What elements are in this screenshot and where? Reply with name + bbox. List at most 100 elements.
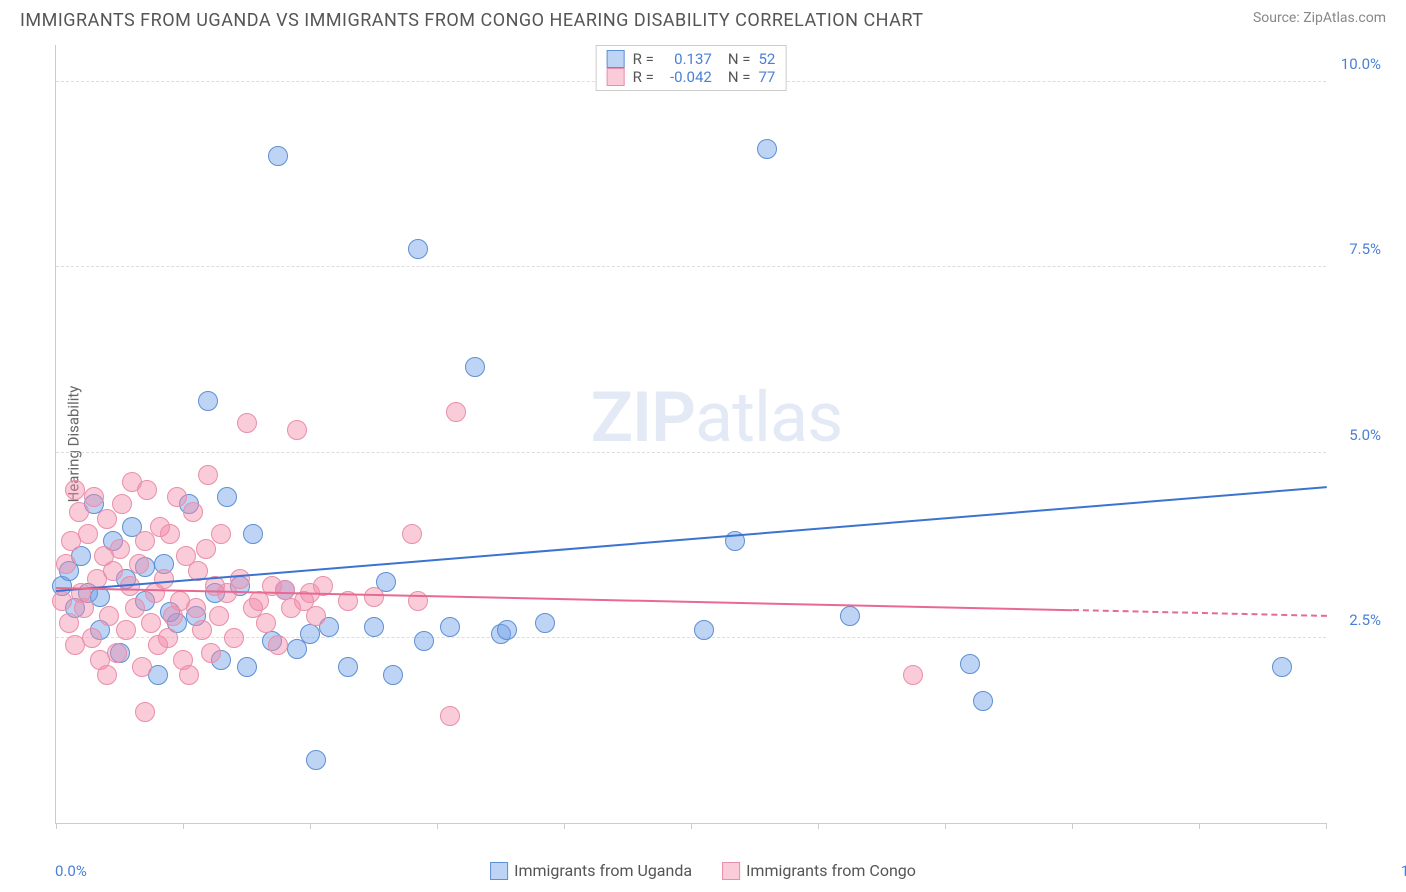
legend-row-congo: R = -0.042 N = 77 bbox=[607, 68, 776, 86]
data-point bbox=[446, 402, 466, 422]
data-point bbox=[211, 524, 231, 544]
data-point bbox=[408, 239, 428, 259]
data-point bbox=[158, 628, 178, 648]
n-value-uganda: 52 bbox=[758, 50, 775, 68]
r-label: R = bbox=[633, 50, 654, 68]
legend-top: R = 0.137 N = 52 R = -0.042 N = 77 bbox=[596, 45, 787, 91]
data-point bbox=[408, 591, 428, 611]
data-point bbox=[287, 420, 307, 440]
data-point bbox=[268, 146, 288, 166]
data-point bbox=[129, 554, 149, 574]
legend-bottom-uganda: Immigrants from Uganda bbox=[490, 861, 692, 880]
data-point bbox=[103, 561, 123, 581]
data-point bbox=[268, 635, 288, 655]
y-tick-label: 10.0% bbox=[1341, 55, 1381, 73]
data-point bbox=[440, 617, 460, 637]
data-point bbox=[217, 487, 237, 507]
data-point bbox=[84, 487, 104, 507]
data-point bbox=[364, 587, 384, 607]
data-point bbox=[135, 531, 155, 551]
plot-area: R = 0.137 N = 52 R = -0.042 N = 77 ZIPat… bbox=[55, 45, 1326, 824]
data-point bbox=[56, 554, 76, 574]
data-point bbox=[224, 628, 244, 648]
data-point bbox=[237, 413, 257, 433]
swatch-uganda-icon bbox=[490, 862, 508, 880]
data-point bbox=[402, 524, 422, 544]
data-point bbox=[82, 628, 102, 648]
data-point bbox=[440, 706, 460, 726]
n-label: N = bbox=[728, 50, 751, 68]
data-point bbox=[65, 480, 85, 500]
x-tick bbox=[310, 823, 311, 829]
data-point bbox=[306, 750, 326, 770]
data-point bbox=[757, 139, 777, 159]
data-point bbox=[97, 665, 117, 685]
x-tick bbox=[183, 823, 184, 829]
data-point bbox=[201, 643, 221, 663]
data-point bbox=[535, 613, 555, 633]
data-point bbox=[275, 580, 295, 600]
gridline bbox=[56, 637, 1326, 638]
data-point bbox=[154, 569, 174, 589]
data-point bbox=[960, 654, 980, 674]
data-point bbox=[59, 613, 79, 633]
x-tick bbox=[1326, 823, 1327, 829]
n-value-congo: 77 bbox=[758, 68, 775, 86]
data-point bbox=[973, 691, 993, 711]
data-point bbox=[903, 665, 923, 685]
data-point bbox=[465, 357, 485, 377]
data-point bbox=[300, 624, 320, 644]
r-value-uganda: 0.137 bbox=[662, 50, 712, 68]
data-point bbox=[414, 631, 434, 651]
data-point bbox=[694, 620, 714, 640]
data-point bbox=[198, 465, 218, 485]
data-point bbox=[840, 606, 860, 626]
data-point bbox=[183, 502, 203, 522]
data-point bbox=[107, 643, 127, 663]
data-point bbox=[74, 598, 94, 618]
data-point bbox=[99, 606, 119, 626]
r-label: R = bbox=[633, 68, 654, 86]
x-tick bbox=[691, 823, 692, 829]
data-point bbox=[186, 598, 206, 618]
data-point bbox=[243, 524, 263, 544]
legend-bottom-congo: Immigrants from Congo bbox=[722, 861, 916, 880]
data-point bbox=[141, 613, 161, 633]
data-point bbox=[137, 480, 157, 500]
data-point bbox=[364, 617, 384, 637]
data-point bbox=[69, 502, 89, 522]
trend-line bbox=[1073, 609, 1327, 617]
data-point bbox=[160, 524, 180, 544]
x-tick bbox=[437, 823, 438, 829]
data-point bbox=[306, 606, 326, 626]
data-point bbox=[125, 598, 145, 618]
data-point bbox=[338, 657, 358, 677]
data-point bbox=[52, 591, 72, 611]
gridline bbox=[56, 266, 1326, 267]
data-point bbox=[198, 391, 218, 411]
x-tick bbox=[1072, 823, 1073, 829]
legend-row-uganda: R = 0.137 N = 52 bbox=[607, 50, 776, 68]
data-point bbox=[209, 606, 229, 626]
x-tick bbox=[1199, 823, 1200, 829]
x-axis-max-label: 10.0% bbox=[1401, 862, 1406, 880]
x-tick bbox=[945, 823, 946, 829]
data-point bbox=[1272, 657, 1292, 677]
data-point bbox=[237, 657, 257, 677]
data-point bbox=[110, 539, 130, 559]
x-tick bbox=[564, 823, 565, 829]
chart-title: IMMIGRANTS FROM UGANDA VS IMMIGRANTS FRO… bbox=[20, 10, 924, 31]
data-point bbox=[497, 620, 517, 640]
legend-bottom: Immigrants from Uganda Immigrants from C… bbox=[490, 861, 916, 880]
x-tick bbox=[56, 823, 57, 829]
data-point bbox=[179, 665, 199, 685]
swatch-uganda-icon bbox=[607, 50, 625, 68]
y-tick-label: 5.0% bbox=[1349, 426, 1381, 444]
swatch-congo-icon bbox=[607, 68, 625, 86]
watermark: ZIPatlas bbox=[591, 377, 843, 459]
data-point bbox=[230, 569, 250, 589]
y-tick-label: 2.5% bbox=[1349, 611, 1381, 629]
x-tick bbox=[818, 823, 819, 829]
legend-bottom-label: Immigrants from Uganda bbox=[514, 861, 692, 880]
data-point bbox=[132, 657, 152, 677]
